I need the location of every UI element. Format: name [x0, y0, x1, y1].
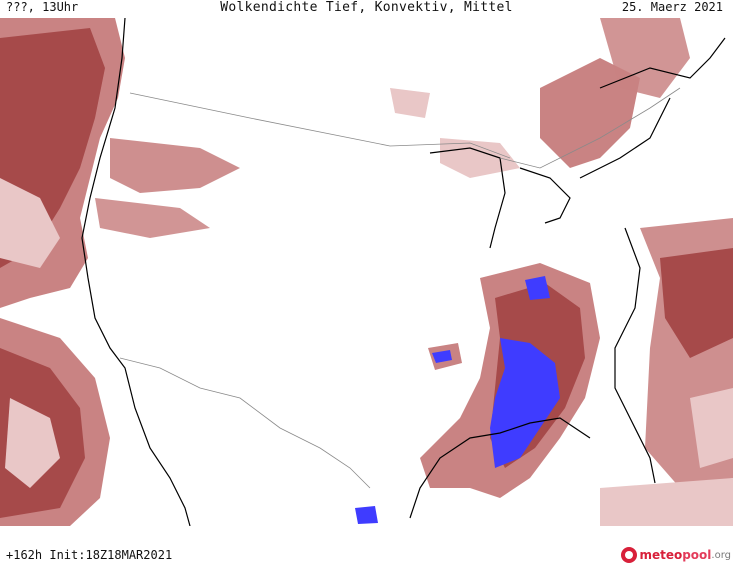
map-title: Wolkendichte Tief, Konvektiv, Mittel: [220, 0, 513, 15]
meteopool-logo[interactable]: meteo pool .org: [621, 546, 731, 564]
logo-text-meteo: meteo: [639, 548, 683, 562]
forecast-info: +162h Init:18Z18MAR2021: [6, 548, 173, 562]
cloud-layer-northeast: [390, 18, 690, 178]
borders: [119, 87, 681, 489]
cloud-layer-west: [0, 18, 240, 526]
cloud-layer-south: [355, 218, 733, 526]
run-label: ???, 13Uhr: [6, 0, 79, 14]
meteopool-logo-icon: [621, 547, 638, 563]
logo-text-pool: pool: [682, 548, 712, 562]
cloud-density-map: [0, 18, 733, 526]
coastlines: [81, 18, 726, 526]
logo-text-org: .org: [711, 549, 731, 561]
valid-date: 25. Maerz 2021: [621, 0, 723, 14]
